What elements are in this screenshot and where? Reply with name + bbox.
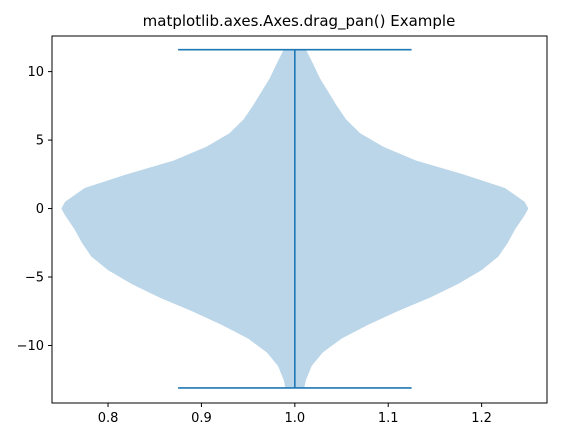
plot-area <box>61 48 529 389</box>
chart-title: matplotlib.axes.Axes.drag_pan() Example <box>143 12 456 31</box>
y-tick-label: 5 <box>36 134 44 149</box>
y-axis: −10 −5 0 5 10 <box>17 65 52 354</box>
axes-frame <box>51 35 548 404</box>
x-tick-label: 1.0 <box>284 411 305 426</box>
x-tick-label: 1.1 <box>378 411 399 426</box>
x-tick-label: 1.2 <box>471 411 492 426</box>
x-tick-label: 0.8 <box>98 411 119 426</box>
y-tick-label: 0 <box>36 202 44 217</box>
y-tick-label: 10 <box>27 65 44 80</box>
x-axis: 0.8 0.9 1.0 1.1 1.2 <box>98 403 492 426</box>
x-tick-label: 0.9 <box>191 411 212 426</box>
y-tick-label: −5 <box>25 271 44 286</box>
y-tick-label: −10 <box>17 339 44 354</box>
